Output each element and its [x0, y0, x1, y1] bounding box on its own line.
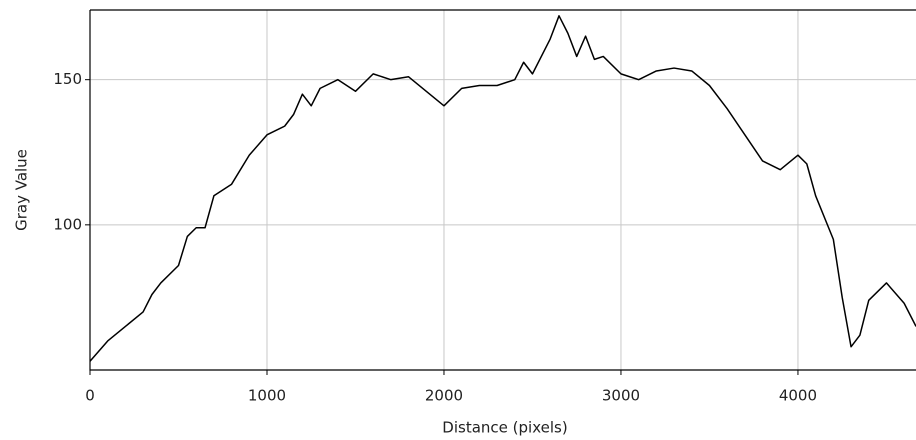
x-tick-label: 2000 [425, 387, 463, 405]
x-axis-label: Distance (pixels) [442, 419, 567, 437]
y-tick-label: 100 [53, 215, 82, 233]
y-axis-label: Gray Value [13, 149, 31, 231]
x-tick-label: 0 [85, 387, 95, 405]
x-tick-label: 1000 [248, 387, 286, 405]
profile-line [89, 15, 916, 362]
x-tick-label: 3000 [602, 387, 640, 405]
x-tick-label: 4000 [779, 387, 817, 405]
plot-frame [89, 9, 916, 371]
y-tick-label: 150 [53, 70, 82, 88]
